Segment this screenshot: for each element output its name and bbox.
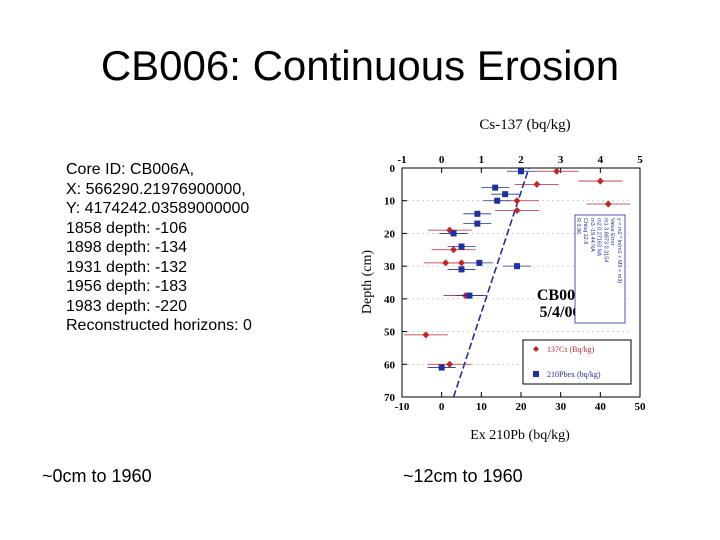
data-point-pb210 <box>458 243 465 250</box>
top-tick-label: 2 <box>518 154 524 166</box>
data-point-pb210 <box>458 266 465 273</box>
data-point-cs137 <box>513 207 521 215</box>
x-axis-label: Ex 210Pb (bq/kg) <box>470 428 570 443</box>
y-tick-label: 20 <box>384 228 396 240</box>
y-tick-label: 0 <box>390 163 396 175</box>
data-point-cs137 <box>458 259 465 267</box>
regression-fit-line <box>452 167 530 398</box>
y-tick-label: 30 <box>384 261 396 273</box>
depth-profile-chart: Cs-137 (bq/kg) Ex 210Pb (bq/kg) Depth (c… <box>360 117 646 443</box>
regression-table-line: m3 -19.44 NA <box>589 218 595 252</box>
regression-table-line: y = m2 * ln(m1 + M0 + m3) <box>616 218 622 283</box>
bottom-tick-label: -10 <box>395 401 410 413</box>
top-tick-label: 3 <box>558 154 564 166</box>
regression-table-frame <box>574 214 626 324</box>
regression-table-line: R 0.96 <box>575 218 581 234</box>
bottom-tick-label: 50 <box>635 401 647 413</box>
top-tick-label: 4 <box>598 154 604 166</box>
legend-label-pb210: 210Pbex (bq/kg) <box>547 370 601 379</box>
info-line: 1931 depth: -132 <box>66 258 187 276</box>
plot-area: -1 0 1 2 3 4 5-10 0 10 20 30 40 50010203040506070CB0… <box>384 154 646 413</box>
legend-label-cs137: 137Cs (Bq/kg) <box>547 345 595 354</box>
data-point-cs137 <box>533 180 541 188</box>
slide-title: CB006: Continuous Erosion <box>100 42 620 89</box>
info-line: 1858 depth: -106 <box>66 219 187 237</box>
regression-table-line: m2 0.27163 NA <box>596 218 602 257</box>
y-tick-label: 40 <box>384 294 396 306</box>
data-point-pb210 <box>514 263 521 270</box>
data-point-pb210 <box>474 220 481 227</box>
info-line: Y: 4174242.03589000000 <box>66 200 250 217</box>
top-axis-label: Cs-137 (bq/kg) <box>479 117 570 133</box>
data-point-pb210 <box>474 210 481 217</box>
legend-marker-pb210 <box>533 371 539 377</box>
data-point-pb210 <box>450 230 457 237</box>
data-point-cs137 <box>446 360 454 368</box>
bottom-tick-label: 20 <box>516 401 528 413</box>
y-tick-label: 50 <box>384 327 396 339</box>
data-point-cs137 <box>604 200 612 208</box>
y-tick-label: 70 <box>384 392 396 404</box>
top-tick-label: 1 <box>479 154 485 166</box>
regression-table-line: m1 3.8873 0.3154 <box>602 218 608 262</box>
data-point-pb210 <box>476 259 483 266</box>
core-info-block: Core ID: CB006A, X: 566290.21976900000, … <box>66 160 252 336</box>
y-tick-label: 10 <box>384 196 396 208</box>
bottom-tick-label: 10 <box>476 401 488 413</box>
caption-right: ~12cm to 1960 <box>403 466 523 486</box>
site-date-label: 5/4/06 <box>540 304 581 321</box>
bottom-tick-label: 0 <box>439 401 445 413</box>
data-point-cs137 <box>513 197 521 205</box>
info-line: Core ID: CB006A, <box>66 161 195 178</box>
y-axis-label: Depth (cm) <box>360 250 375 314</box>
data-point-cs137 <box>450 246 458 254</box>
caption-left: ~0cm to 1960 <box>42 466 152 486</box>
data-point-cs137 <box>553 167 561 175</box>
bottom-tick-label: 30 <box>555 401 567 413</box>
data-point-pb210 <box>438 364 445 371</box>
data-point-pb210 <box>518 168 524 175</box>
data-point-pb210 <box>466 292 473 299</box>
y-tick-label: 60 <box>384 359 396 371</box>
top-tick-label: 0 <box>439 154 445 166</box>
regression-table-line: Value Error <box>609 218 615 246</box>
data-point-cs137 <box>422 331 430 339</box>
site-label: CB006 <box>537 287 583 304</box>
info-line: 1983 depth: -220 <box>66 297 187 315</box>
data-point-pb210 <box>492 184 499 191</box>
legend-box <box>522 339 632 385</box>
top-tick-label: -1 <box>397 154 406 166</box>
data-point-pb210 <box>494 197 501 204</box>
legend-marker-cs137 <box>533 346 539 352</box>
bottom-tick-label: 40 <box>595 401 607 413</box>
data-point-pb210 <box>502 191 509 198</box>
top-tick-label: 5 <box>637 154 643 166</box>
data-point-cs137 <box>596 177 604 185</box>
info-line: Reconstructed horizons: 0 <box>66 317 252 334</box>
info-line: X: 566290.21976900000, <box>66 180 246 198</box>
info-line: 1898 depth: -134 <box>66 239 187 256</box>
regression-table-line: Chisq 12.8 <box>582 218 588 244</box>
info-line: 1956 depth: -183 <box>66 278 187 295</box>
